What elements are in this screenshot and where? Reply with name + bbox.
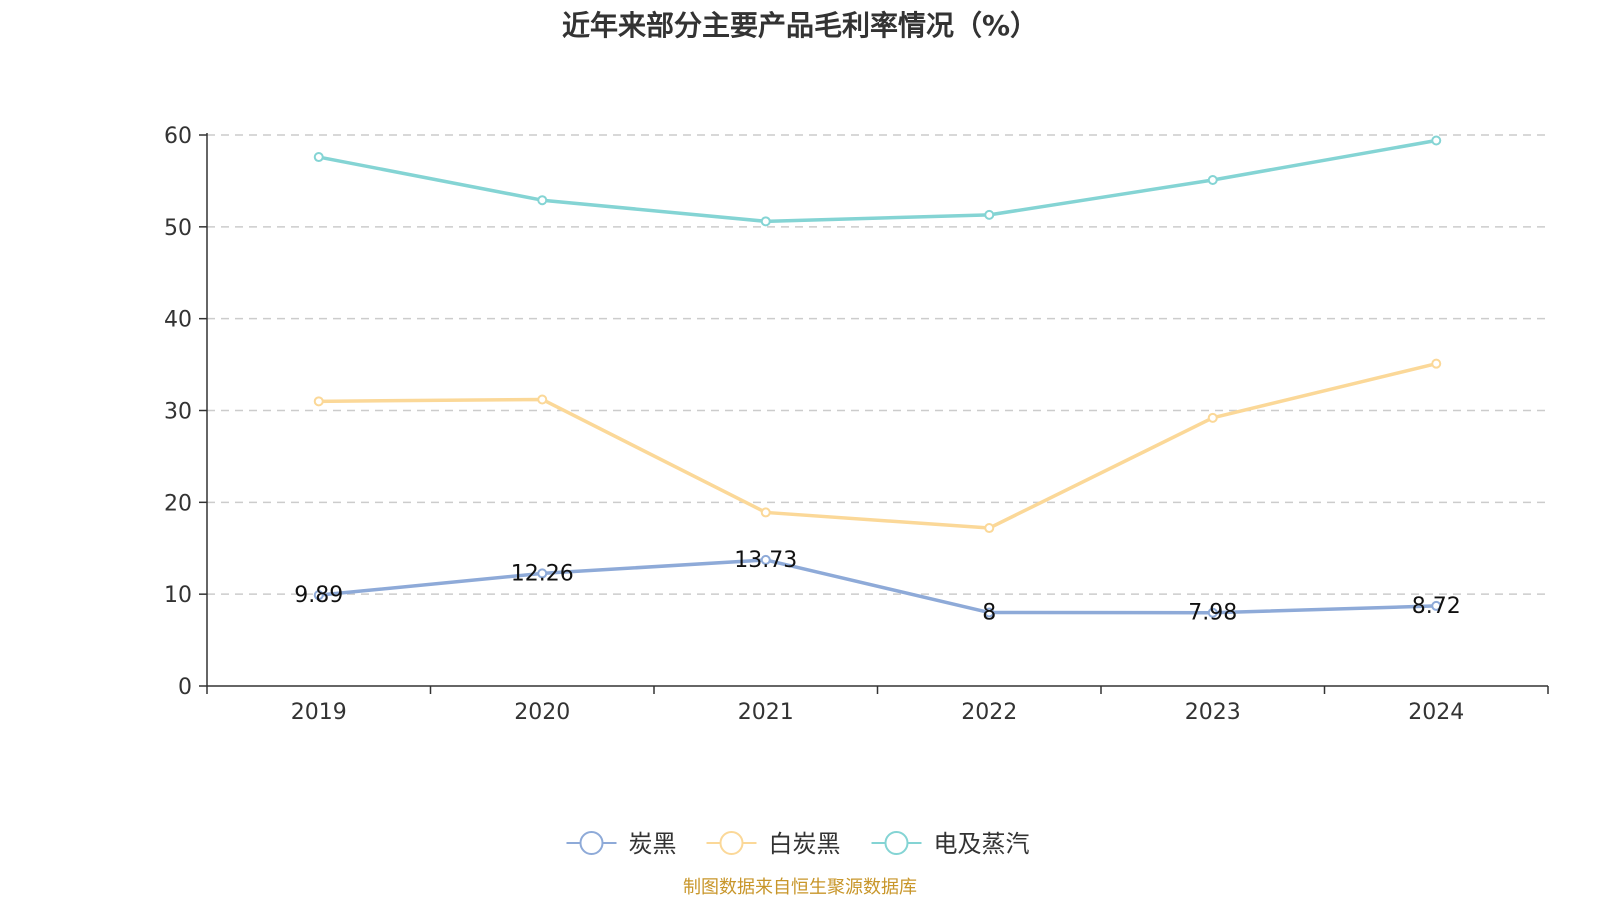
x-tick-label: 2019 [291,700,347,725]
data-point [1207,412,1218,423]
data-point [537,568,548,579]
data-point [760,507,771,518]
legend-label: 炭黑 [629,830,677,858]
axes: 0 10 20 30 40 50 60 2019 2020 2021 2022 2023 2024 [164,124,1549,725]
data-label: 7.98 [1188,601,1237,626]
data-point [1431,135,1442,146]
legend-label: 电及蒸汽 [934,830,1030,858]
data-point [1207,174,1218,185]
series-line-0 [318,558,1437,615]
x-tick-label: 2020 [514,700,570,725]
data-labels: 9.89 12.26 13.73 8 7.98 8.72 [294,548,1460,626]
x-tick-label: 2023 [1185,700,1241,725]
legend-item-0[interactable]: 炭黑 [566,830,677,858]
y-tick-label: 50 [164,216,192,241]
legend-marker-icon [719,831,744,855]
data-point [984,209,995,220]
x-tick-label: 2022 [961,700,1017,725]
legend-marker-icon [884,831,909,855]
y-tick-label: 40 [164,308,192,333]
data-label: 9.89 [294,583,343,608]
data-point [760,216,771,227]
y-tick-label: 30 [164,400,192,425]
data-label: 8.72 [1412,594,1461,619]
grid-lines [207,134,1548,595]
data-point [313,396,324,407]
y-tick-label: 20 [164,491,192,516]
source-note: 制图数据来自恒生聚源数据库 [683,877,917,898]
legend-label: 白炭黑 [769,830,841,858]
series-lines [313,135,1442,618]
x-tick-label: 2021 [738,700,794,725]
chart-title: 近年来部分主要产品毛利率情况（%） [561,9,1039,42]
data-point [313,590,324,601]
data-point [313,152,324,163]
data-point [537,394,548,405]
legend[interactable]: 炭黑 白炭黑 电及蒸汽 [566,830,1030,858]
data-label: 13.73 [734,548,797,573]
data-label: 8 [982,601,996,626]
data-point [1207,607,1218,618]
legend-item-2[interactable]: 电及蒸汽 [871,830,1030,858]
data-point [984,607,995,618]
series-line-2 [318,138,1437,224]
y-tick-label: 10 [164,583,192,608]
y-tick-label: 60 [164,124,192,149]
x-tick-label: 2024 [1408,700,1464,725]
data-point [537,195,548,206]
data-point [1431,358,1442,369]
data-point [760,554,771,565]
series-line-1 [318,361,1437,530]
data-point [984,523,995,534]
legend-marker-icon [579,831,604,855]
data-label: 12.26 [511,561,574,586]
y-tick-label: 0 [178,675,192,700]
data-point [1431,600,1442,611]
legend-item-1[interactable]: 白炭黑 [706,830,841,858]
